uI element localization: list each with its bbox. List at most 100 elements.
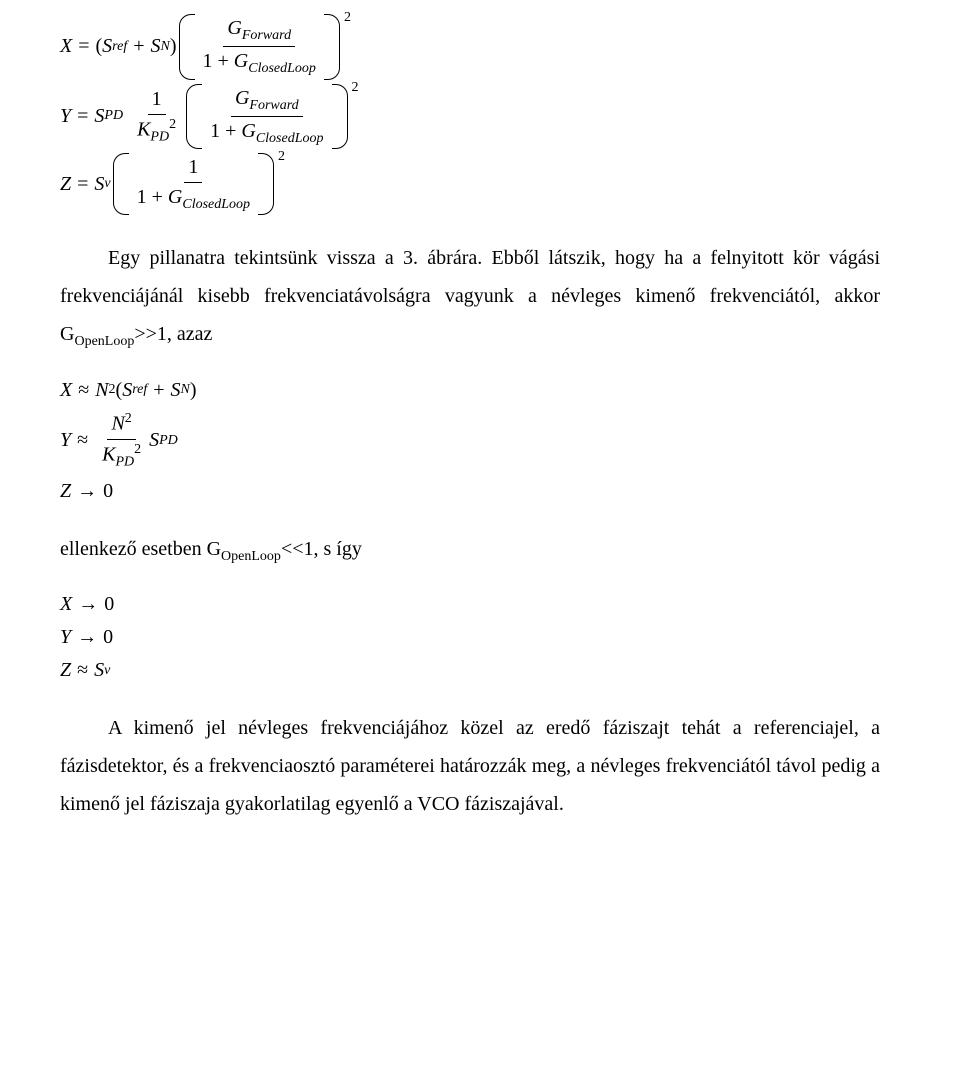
paren-group: GForward 1 + GClosedLoop xyxy=(186,84,347,150)
sym-eq: = xyxy=(77,102,88,131)
equation-block-2: X ≈ N2 ( Sref + SN ) Y ≈ N2 KPD2 xyxy=(60,376,880,506)
sym-Z: Z xyxy=(60,656,71,685)
big-rparen-icon xyxy=(332,84,348,150)
sym-X: X xyxy=(60,32,72,61)
sym-approx: ≈ xyxy=(77,426,88,455)
sym-G: G xyxy=(235,87,249,109)
num-1: 1 xyxy=(184,153,202,183)
sym-zero: 0 xyxy=(103,623,113,652)
sym-Sref: S xyxy=(122,376,132,405)
sym-one: 1 xyxy=(137,186,147,208)
sym-one: 1 xyxy=(203,50,213,72)
fraction-coeff: 1 KPD2 xyxy=(133,85,180,148)
sym-SN: S xyxy=(151,32,161,61)
sub-PD: PD xyxy=(104,106,123,126)
sup-2: 2 xyxy=(134,442,141,457)
equation-y-approx: Y ≈ N2 KPD2 SPD xyxy=(60,409,880,473)
sym-Z: Z xyxy=(60,170,71,199)
sym-approx: ≈ xyxy=(78,376,89,405)
sym-G: G xyxy=(234,50,248,72)
equation-y-limit: Y → 0 xyxy=(60,623,880,652)
sym-approx: ≈ xyxy=(77,656,88,685)
exp-2: 2 xyxy=(352,78,359,98)
sym-one: 1 xyxy=(210,120,220,142)
fraction: GForward 1 + GClosedLoop xyxy=(199,14,320,80)
sym-Y: Y xyxy=(60,102,71,131)
sym-N: N xyxy=(111,413,124,435)
sub-PD: PD xyxy=(159,431,178,451)
big-lparen-icon xyxy=(186,84,202,150)
big-lparen-icon xyxy=(113,153,129,215)
rparen: ) xyxy=(170,32,177,61)
num-1: 1 xyxy=(148,85,166,115)
equation-y: Y = S PD 1 KPD2 GForward xyxy=(60,84,880,150)
sym-SN: S xyxy=(171,376,181,405)
sym-plus: + xyxy=(133,32,144,61)
lparen: ( xyxy=(96,32,103,61)
paragraph-2: ellenkező esetben GOpenLoop<<1, s így xyxy=(60,530,880,571)
exp-2: 2 xyxy=(278,147,285,167)
sym-plus: + xyxy=(225,120,236,142)
fraction: N2 KPD2 xyxy=(98,409,145,473)
paren-group: 1 1 + GClosedLoop xyxy=(113,153,274,215)
sym-eq: = xyxy=(77,170,88,199)
sup-2: 2 xyxy=(125,411,132,426)
arrow-icon: → xyxy=(77,477,97,506)
sym-Sref: S xyxy=(102,32,112,61)
sym-Y: Y xyxy=(60,623,71,652)
equation-x: X = ( S ref + S N ) GForward xyxy=(60,14,880,80)
sym-X: X xyxy=(60,376,72,405)
big-rparen-icon xyxy=(324,14,340,80)
sub-OpenLoop: OpenLoop xyxy=(221,549,281,564)
sub-ClosedLoop: ClosedLoop xyxy=(256,131,324,146)
para2-text-b: <<1, s így xyxy=(281,538,362,560)
para2-text-a: ellenkező esetben G xyxy=(60,538,221,560)
big-rparen-icon xyxy=(258,153,274,215)
sub-Forward: Forward xyxy=(249,98,298,113)
paren-group: GForward 1 + GClosedLoop xyxy=(179,14,340,80)
fraction: 1 1 + GClosedLoop xyxy=(133,153,254,215)
page: X = ( S ref + S N ) GForward xyxy=(0,0,960,1073)
sub-PD: PD xyxy=(115,454,134,469)
sym-S: S xyxy=(149,426,159,455)
rparen: ) xyxy=(190,376,197,405)
sym-SPD: S xyxy=(94,102,104,131)
sub-ClosedLoop: ClosedLoop xyxy=(248,61,316,76)
sym-zero: 0 xyxy=(103,477,113,506)
paragraph-3: A kimenő jel névleges frekvenciájához kö… xyxy=(60,709,880,823)
sym-plus: + xyxy=(153,376,164,405)
sub-v: v xyxy=(104,661,110,681)
sym-plus: + xyxy=(152,186,163,208)
arrow-icon: → xyxy=(77,623,97,652)
big-lparen-icon xyxy=(179,14,195,80)
sym-K: K xyxy=(137,119,150,141)
equation-block-3: X → 0 Y → 0 Z ≈ Sv xyxy=(60,590,880,685)
sym-G: G xyxy=(168,186,182,208)
lparen: ( xyxy=(116,376,123,405)
fraction: GForward 1 + GClosedLoop xyxy=(206,84,327,150)
sym-eq: = xyxy=(78,32,89,61)
sym-G: G xyxy=(241,120,255,142)
equation-z-limit: Z → 0 xyxy=(60,477,880,506)
sub-ClosedLoop: ClosedLoop xyxy=(182,197,250,212)
equation-block-1: X = ( S ref + S N ) GForward xyxy=(60,14,880,215)
sym-S: S xyxy=(94,656,104,685)
equation-z-approx: Z ≈ Sv xyxy=(60,656,880,685)
exp-2: 2 xyxy=(344,8,351,28)
sym-Sv: S xyxy=(94,170,104,199)
sym-plus: + xyxy=(218,50,229,72)
sym-X: X xyxy=(60,590,72,619)
para1-text-b: >>1, azaz xyxy=(134,323,212,345)
equation-x-approx: X ≈ N2 ( Sref + SN ) xyxy=(60,376,880,405)
equation-z: Z = S v 1 1 + GClosedLoop xyxy=(60,153,880,215)
sup-2: 2 xyxy=(109,380,116,400)
sym-N: N xyxy=(95,376,108,405)
sup-2: 2 xyxy=(169,117,176,132)
sym-G: G xyxy=(227,17,241,39)
sub-Forward: Forward xyxy=(242,28,291,43)
sub-ref: ref xyxy=(112,37,127,57)
sym-zero: 0 xyxy=(104,590,114,619)
sub-N: N xyxy=(161,37,170,57)
sub-v: v xyxy=(104,174,110,194)
sub-OpenLoop: OpenLoop xyxy=(74,334,134,349)
